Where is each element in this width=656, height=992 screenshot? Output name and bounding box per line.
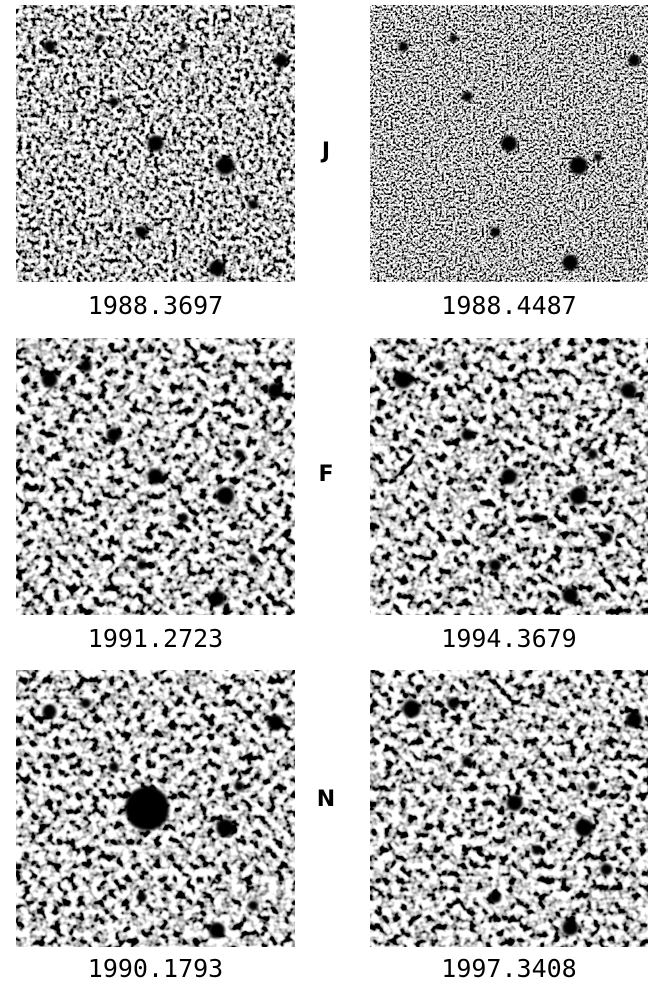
star [42, 704, 57, 719]
star [394, 370, 413, 389]
star [43, 40, 56, 53]
star [136, 560, 147, 571]
star [179, 42, 188, 51]
star [587, 781, 598, 792]
star [80, 698, 91, 709]
sky-image [16, 338, 295, 615]
star [562, 587, 579, 604]
star [208, 260, 225, 277]
star [462, 91, 473, 102]
star [575, 818, 594, 837]
star [489, 891, 502, 904]
star [447, 697, 460, 710]
star [562, 254, 579, 271]
epoch-label: 1994.3679 [441, 624, 576, 653]
sky-image [16, 670, 295, 947]
star [178, 513, 189, 524]
star [267, 714, 284, 731]
star [620, 382, 637, 399]
band-label: J [320, 139, 330, 164]
star [501, 135, 517, 152]
star [216, 486, 235, 505]
star [562, 919, 579, 936]
band-label: N [317, 787, 335, 812]
epoch-label: 1991.2723 [88, 624, 223, 653]
star [398, 41, 409, 52]
sky-image [16, 5, 295, 282]
star [531, 845, 542, 856]
star [95, 34, 104, 43]
star [490, 227, 501, 238]
star [267, 382, 284, 399]
star [569, 156, 588, 175]
star [41, 371, 58, 388]
star [600, 863, 613, 876]
star [108, 96, 119, 107]
star [274, 53, 289, 68]
star [216, 156, 235, 175]
sky-image [370, 5, 648, 282]
star [248, 199, 259, 210]
epoch-label: 1988.4487 [441, 291, 576, 320]
star [587, 449, 598, 460]
sky-image [370, 670, 648, 947]
epoch-label: 1990.1793 [88, 954, 223, 983]
star [626, 711, 643, 728]
star [501, 468, 517, 485]
star [248, 900, 259, 911]
star [208, 922, 225, 939]
star [147, 468, 164, 485]
star [489, 559, 502, 572]
sky-image [370, 338, 648, 615]
star [108, 761, 119, 772]
star [462, 756, 473, 767]
star [449, 34, 458, 43]
star [125, 786, 170, 831]
star [136, 892, 147, 903]
star [506, 794, 523, 811]
star [593, 153, 602, 162]
epoch-label: 1997.3408 [441, 954, 576, 983]
star [248, 554, 259, 565]
band-label: F [318, 462, 333, 487]
star [434, 360, 445, 371]
star [147, 135, 164, 152]
star [106, 427, 121, 442]
star [569, 486, 588, 505]
star [461, 428, 474, 441]
star [531, 513, 542, 524]
star [79, 359, 92, 372]
star [234, 449, 245, 460]
star [402, 699, 421, 718]
epoch-label: 1988.3697 [88, 291, 223, 320]
star [600, 531, 613, 544]
star [216, 818, 235, 837]
star [234, 781, 245, 792]
star [628, 54, 641, 67]
star [135, 226, 148, 239]
star [208, 590, 225, 607]
